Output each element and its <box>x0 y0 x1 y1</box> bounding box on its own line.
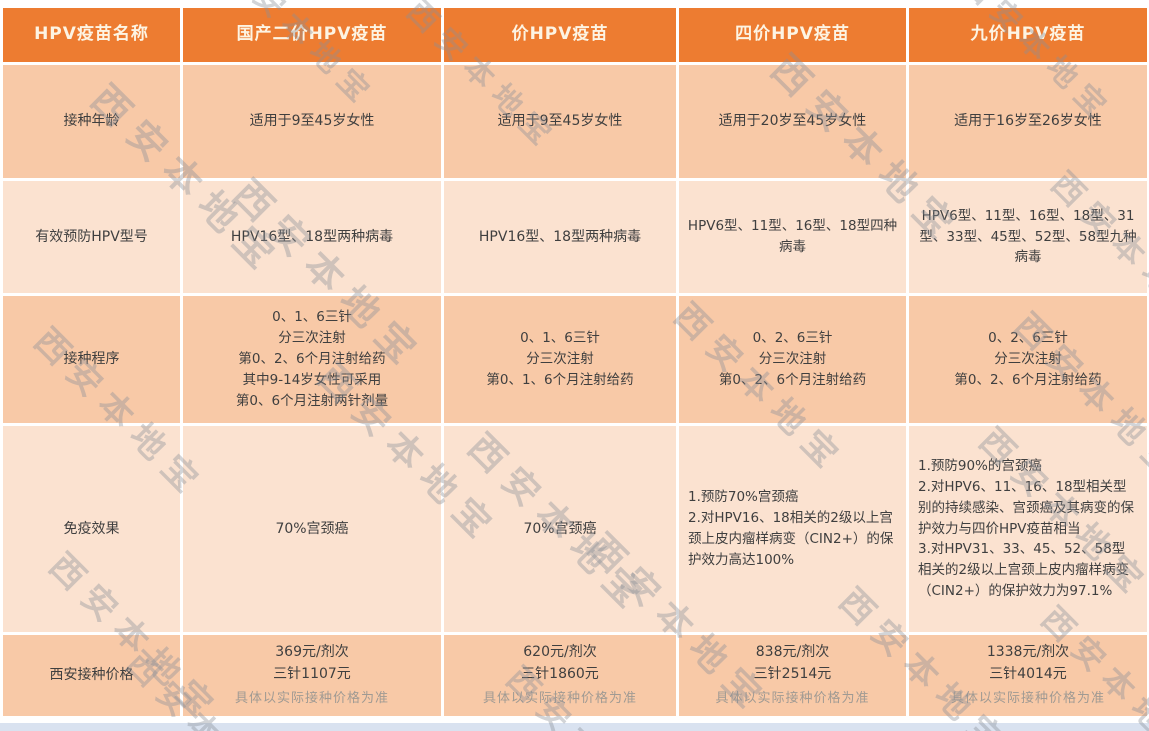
row-label-age: 接种年龄 <box>3 65 180 178</box>
table-cell-age-quadrivalent: 适用于20岁至45岁女性 <box>679 65 906 178</box>
bottom-strip <box>0 723 1149 731</box>
table-cell-effect-nonavalent: 1.预防90%的宫颈癌 2.对HPV6、11、16、18型相关型别的持续感染、宫… <box>909 426 1147 632</box>
price-value: 369元/剂次 三针1107元 <box>273 644 351 682</box>
table-cell-schedule-nonavalent: 0、2、6三针 分三次注射 第0、2、6个月注射给药 <box>909 296 1147 423</box>
table-cell-schedule-domestic: 0、1、6三针 分三次注射 第0、2、6个月注射给药 其中9-14岁女性可采用 … <box>183 296 441 423</box>
table-cell-age-bivalent: 适用于9至45岁女性 <box>444 65 676 178</box>
header-cell-quadrivalent: 四价HPV疫苗 <box>679 8 906 62</box>
table-cell-age-domestic: 适用于9至45岁女性 <box>183 65 441 178</box>
table-cell-price-quadrivalent: 838元/剂次 三针2514元 具体以实际接种价格为准 <box>679 635 906 716</box>
table-cell-types-quadrivalent: HPV6型、11型、16型、18型四种病毒 <box>679 181 906 293</box>
table-cell-types-nonavalent: HPV6型、11型、16型、18型、31型、33型、45型、52型、58型九种病… <box>909 181 1147 293</box>
header-cell-vaccine-name: HPV疫苗名称 <box>3 8 180 62</box>
row-label-schedule: 接种程序 <box>3 296 180 423</box>
table-cell-effect-quadrivalent: 1.预防70%宫颈癌 2.对HPV16、18相关的2级以上宫颈上皮内瘤样病变（C… <box>679 426 906 632</box>
comparison-table: HPV疫苗名称 国产二价HPV疫苗 价HPV疫苗 四价HPV疫苗 九价HPV疫苗… <box>3 8 1147 716</box>
price-value: 838元/剂次 三针2514元 <box>753 644 832 682</box>
table-cell-schedule-bivalent: 0、1、6三针 分三次注射 第0、1、6个月注射给药 <box>444 296 676 423</box>
price-value: 620元/剂次 三针1860元 <box>521 644 599 682</box>
table-cell-age-nonavalent: 适用于16岁至26岁女性 <box>909 65 1147 178</box>
header-cell-bivalent: 价HPV疫苗 <box>444 8 676 62</box>
price-note: 具体以实际接种价格为准 <box>715 690 870 706</box>
table-cell-types-bivalent: HPV16型、18型两种病毒 <box>444 181 676 293</box>
table-cell-effect-domestic: 70%宫颈癌 <box>183 426 441 632</box>
price-value: 1338元/剂次 三针4014元 <box>986 644 1070 682</box>
table-cell-types-domestic: HPV16型、18型两种病毒 <box>183 181 441 293</box>
table-cell-schedule-quadrivalent: 0、2、6三针 分三次注射 第0、2、6个月注射给药 <box>679 296 906 423</box>
price-note: 具体以实际接种价格为准 <box>950 690 1105 706</box>
header-cell-nonavalent: 九价HPV疫苗 <box>909 8 1147 62</box>
price-note: 具体以实际接种价格为准 <box>234 690 389 706</box>
row-label-price: 西安接种价格 <box>3 635 180 716</box>
table-cell-price-domestic: 369元/剂次 三针1107元 具体以实际接种价格为准 <box>183 635 441 716</box>
header-cell-domestic-bivalent: 国产二价HPV疫苗 <box>183 8 441 62</box>
table-cell-effect-bivalent: 70%宫颈癌 <box>444 426 676 632</box>
row-label-effect: 免疫效果 <box>3 426 180 632</box>
price-note: 具体以实际接种价格为准 <box>482 690 637 706</box>
row-label-types: 有效预防HPV型号 <box>3 181 180 293</box>
table-cell-price-nonavalent: 1338元/剂次 三针4014元 具体以实际接种价格为准 <box>909 635 1147 716</box>
table-cell-price-bivalent: 620元/剂次 三针1860元 具体以实际接种价格为准 <box>444 635 676 716</box>
